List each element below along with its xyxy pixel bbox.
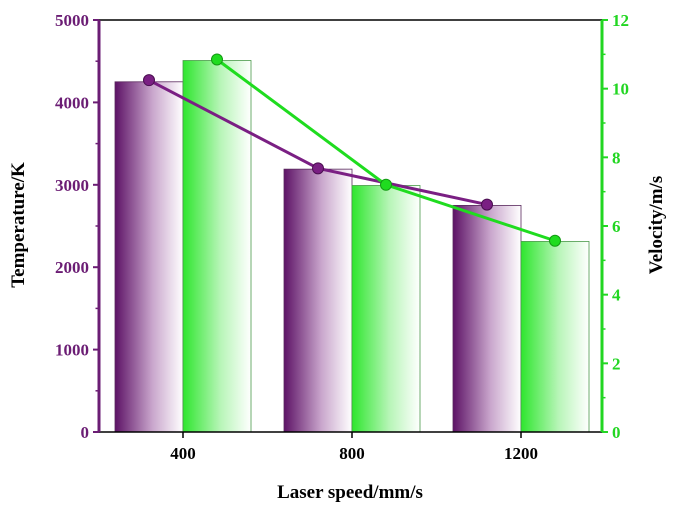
right-tick-label: 2 bbox=[612, 354, 621, 373]
temperature-point-800 bbox=[312, 162, 324, 175]
right-tick-label: 6 bbox=[612, 217, 621, 236]
temperature-bar-1200 bbox=[452, 204, 522, 433]
left-tick-label: 2000 bbox=[55, 258, 89, 277]
temperature-bar-400 bbox=[114, 81, 184, 433]
right-axis-title: Velocity/m/s bbox=[646, 176, 667, 275]
x-tick-label: 800 bbox=[339, 444, 365, 463]
axes-layer: 0 1000 2000 3000 4000 5000 0 2 4 6 8 10 12 400 800 1200 bbox=[55, 11, 629, 463]
left-tick-label: 1000 bbox=[55, 341, 89, 360]
left-tick-label: 3000 bbox=[55, 176, 89, 195]
x-axis-title: Laser speed/mm/s bbox=[277, 482, 423, 503]
left-tick-label: 5000 bbox=[55, 11, 89, 30]
left-tick-label: 0 bbox=[81, 423, 90, 442]
velocity-bar-400 bbox=[182, 60, 252, 433]
x-tick-label: 1200 bbox=[504, 444, 538, 463]
right-tick-label: 8 bbox=[612, 148, 621, 167]
x-tick-label: 400 bbox=[170, 444, 196, 463]
velocity-bar-800 bbox=[351, 185, 421, 433]
right-tick-label: 4 bbox=[612, 286, 621, 305]
right-tick-label: 12 bbox=[612, 11, 629, 30]
temperature-point-400 bbox=[143, 74, 155, 87]
velocity-point-800 bbox=[380, 178, 392, 191]
left-axis-title: Temperature/K bbox=[8, 162, 29, 288]
temperature-point-1200 bbox=[481, 198, 493, 211]
velocity-point-400 bbox=[211, 53, 223, 66]
lines-layer bbox=[143, 53, 561, 247]
left-tick-label: 4000 bbox=[55, 93, 89, 112]
right-tick-label: 0 bbox=[612, 423, 621, 442]
temperature-bar-800 bbox=[283, 168, 353, 433]
velocity-point-1200 bbox=[549, 234, 561, 247]
right-tick-label: 10 bbox=[612, 80, 629, 99]
velocity-bar-1200 bbox=[520, 241, 590, 433]
bars-layer bbox=[114, 60, 590, 433]
